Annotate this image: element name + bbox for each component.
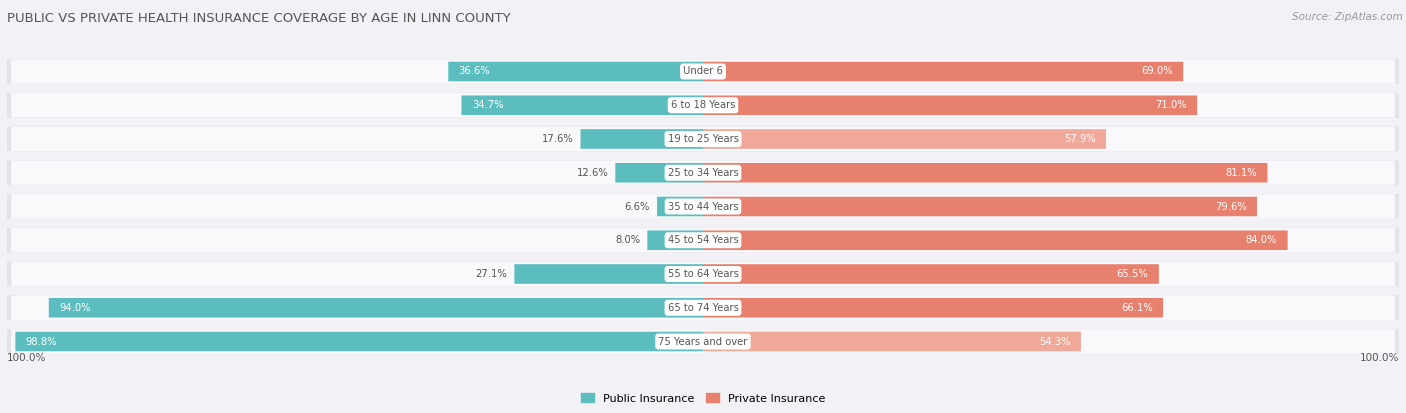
FancyBboxPatch shape bbox=[647, 230, 703, 250]
Text: 19 to 25 Years: 19 to 25 Years bbox=[668, 134, 738, 144]
Text: 12.6%: 12.6% bbox=[576, 168, 609, 178]
Text: 25 to 34 Years: 25 to 34 Years bbox=[668, 168, 738, 178]
FancyBboxPatch shape bbox=[703, 129, 1107, 149]
FancyBboxPatch shape bbox=[7, 329, 1399, 354]
Text: 27.1%: 27.1% bbox=[475, 269, 508, 279]
FancyBboxPatch shape bbox=[703, 95, 1197, 115]
Text: 35 to 44 Years: 35 to 44 Years bbox=[668, 202, 738, 211]
Text: Source: ZipAtlas.com: Source: ZipAtlas.com bbox=[1292, 12, 1403, 22]
Text: 6 to 18 Years: 6 to 18 Years bbox=[671, 100, 735, 110]
Text: 54.3%: 54.3% bbox=[1039, 337, 1070, 347]
Text: 94.0%: 94.0% bbox=[59, 303, 91, 313]
FancyBboxPatch shape bbox=[11, 93, 1395, 117]
FancyBboxPatch shape bbox=[703, 298, 1163, 318]
FancyBboxPatch shape bbox=[11, 195, 1395, 218]
Text: PUBLIC VS PRIVATE HEALTH INSURANCE COVERAGE BY AGE IN LINN COUNTY: PUBLIC VS PRIVATE HEALTH INSURANCE COVER… bbox=[7, 12, 510, 25]
FancyBboxPatch shape bbox=[11, 59, 1395, 84]
FancyBboxPatch shape bbox=[49, 298, 703, 318]
Text: 17.6%: 17.6% bbox=[541, 134, 574, 144]
FancyBboxPatch shape bbox=[449, 62, 703, 81]
Text: 81.1%: 81.1% bbox=[1226, 168, 1257, 178]
FancyBboxPatch shape bbox=[7, 59, 1399, 84]
FancyBboxPatch shape bbox=[703, 163, 1267, 183]
Text: 84.0%: 84.0% bbox=[1246, 235, 1277, 245]
Text: 69.0%: 69.0% bbox=[1142, 66, 1173, 76]
FancyBboxPatch shape bbox=[11, 127, 1395, 151]
Text: 75 Years and over: 75 Years and over bbox=[658, 337, 748, 347]
FancyBboxPatch shape bbox=[11, 228, 1395, 252]
FancyBboxPatch shape bbox=[461, 95, 703, 115]
Text: 100.0%: 100.0% bbox=[7, 354, 46, 363]
FancyBboxPatch shape bbox=[7, 261, 1399, 287]
Text: 34.7%: 34.7% bbox=[472, 100, 503, 110]
Text: 100.0%: 100.0% bbox=[1360, 354, 1399, 363]
Text: 65.5%: 65.5% bbox=[1116, 269, 1149, 279]
Text: 66.1%: 66.1% bbox=[1121, 303, 1153, 313]
FancyBboxPatch shape bbox=[7, 295, 1399, 320]
FancyBboxPatch shape bbox=[7, 194, 1399, 219]
FancyBboxPatch shape bbox=[703, 332, 1081, 351]
Text: Under 6: Under 6 bbox=[683, 66, 723, 76]
Text: 6.6%: 6.6% bbox=[624, 202, 650, 211]
FancyBboxPatch shape bbox=[581, 129, 703, 149]
Text: 45 to 54 Years: 45 to 54 Years bbox=[668, 235, 738, 245]
Text: 57.9%: 57.9% bbox=[1064, 134, 1095, 144]
FancyBboxPatch shape bbox=[11, 296, 1395, 320]
Legend: Public Insurance, Private Insurance: Public Insurance, Private Insurance bbox=[576, 389, 830, 408]
Text: 71.0%: 71.0% bbox=[1156, 100, 1187, 110]
Text: 65 to 74 Years: 65 to 74 Years bbox=[668, 303, 738, 313]
FancyBboxPatch shape bbox=[11, 161, 1395, 185]
FancyBboxPatch shape bbox=[703, 230, 1288, 250]
FancyBboxPatch shape bbox=[703, 264, 1159, 284]
FancyBboxPatch shape bbox=[515, 264, 703, 284]
FancyBboxPatch shape bbox=[616, 163, 703, 183]
FancyBboxPatch shape bbox=[15, 332, 703, 351]
FancyBboxPatch shape bbox=[703, 62, 1184, 81]
FancyBboxPatch shape bbox=[657, 197, 703, 216]
FancyBboxPatch shape bbox=[7, 228, 1399, 253]
FancyBboxPatch shape bbox=[11, 262, 1395, 286]
Text: 55 to 64 Years: 55 to 64 Years bbox=[668, 269, 738, 279]
Text: 79.6%: 79.6% bbox=[1215, 202, 1247, 211]
FancyBboxPatch shape bbox=[7, 93, 1399, 118]
FancyBboxPatch shape bbox=[7, 160, 1399, 185]
Text: 98.8%: 98.8% bbox=[25, 337, 58, 347]
FancyBboxPatch shape bbox=[7, 126, 1399, 152]
FancyBboxPatch shape bbox=[11, 329, 1395, 354]
FancyBboxPatch shape bbox=[703, 197, 1257, 216]
Text: 8.0%: 8.0% bbox=[616, 235, 640, 245]
Text: 36.6%: 36.6% bbox=[458, 66, 491, 76]
